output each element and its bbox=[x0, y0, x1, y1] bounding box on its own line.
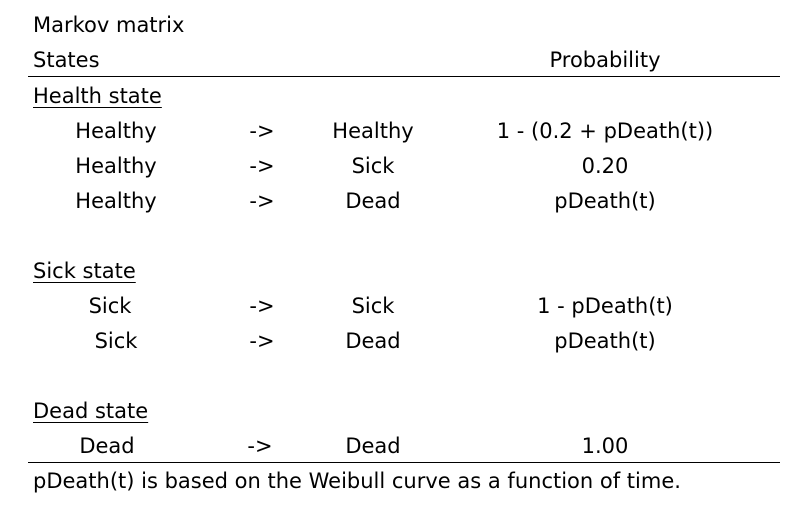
header-states: States bbox=[33, 48, 100, 72]
row-from-state: Sick bbox=[94, 329, 138, 353]
section-heading-sick-state: Sick state bbox=[33, 259, 136, 283]
header-divider bbox=[28, 76, 780, 77]
section-heading-health-state: Health state bbox=[33, 84, 162, 108]
row-probability: pDeath(t) bbox=[554, 189, 656, 213]
row-from-state: Healthy bbox=[75, 119, 157, 143]
row-probability: pDeath(t) bbox=[554, 329, 656, 353]
row-to-state: Sick bbox=[351, 154, 395, 178]
row-probability: 1 - (0.2 + pDeath(t)) bbox=[496, 119, 714, 143]
row-arrow: -> bbox=[249, 119, 275, 143]
row-arrow: -> bbox=[249, 154, 275, 178]
header-probability: Probability bbox=[549, 48, 661, 72]
row-probability: 1 - pDeath(t) bbox=[537, 294, 673, 318]
row-from-state: Dead bbox=[79, 434, 135, 458]
row-arrow: -> bbox=[249, 329, 275, 353]
row-to-state: Dead bbox=[345, 434, 401, 458]
footnote: pDeath(t) is based on the Weibull curve … bbox=[33, 469, 681, 493]
row-probability: 1.00 bbox=[581, 434, 629, 458]
row-from-state: Sick bbox=[88, 294, 132, 318]
row-to-state: Healthy bbox=[332, 119, 414, 143]
row-from-state: Healthy bbox=[75, 189, 157, 213]
section-heading-dead-state: Dead state bbox=[33, 399, 149, 423]
row-arrow: -> bbox=[249, 189, 275, 213]
row-to-state: Dead bbox=[345, 189, 401, 213]
row-arrow: -> bbox=[249, 294, 275, 318]
row-to-state: Dead bbox=[345, 329, 401, 353]
row-to-state: Sick bbox=[351, 294, 395, 318]
footer-divider bbox=[28, 462, 780, 463]
row-probability: 0.20 bbox=[581, 154, 629, 178]
row-from-state: Healthy bbox=[75, 154, 157, 178]
row-arrow: -> bbox=[247, 434, 273, 458]
document-title: Markov matrix bbox=[33, 13, 185, 37]
